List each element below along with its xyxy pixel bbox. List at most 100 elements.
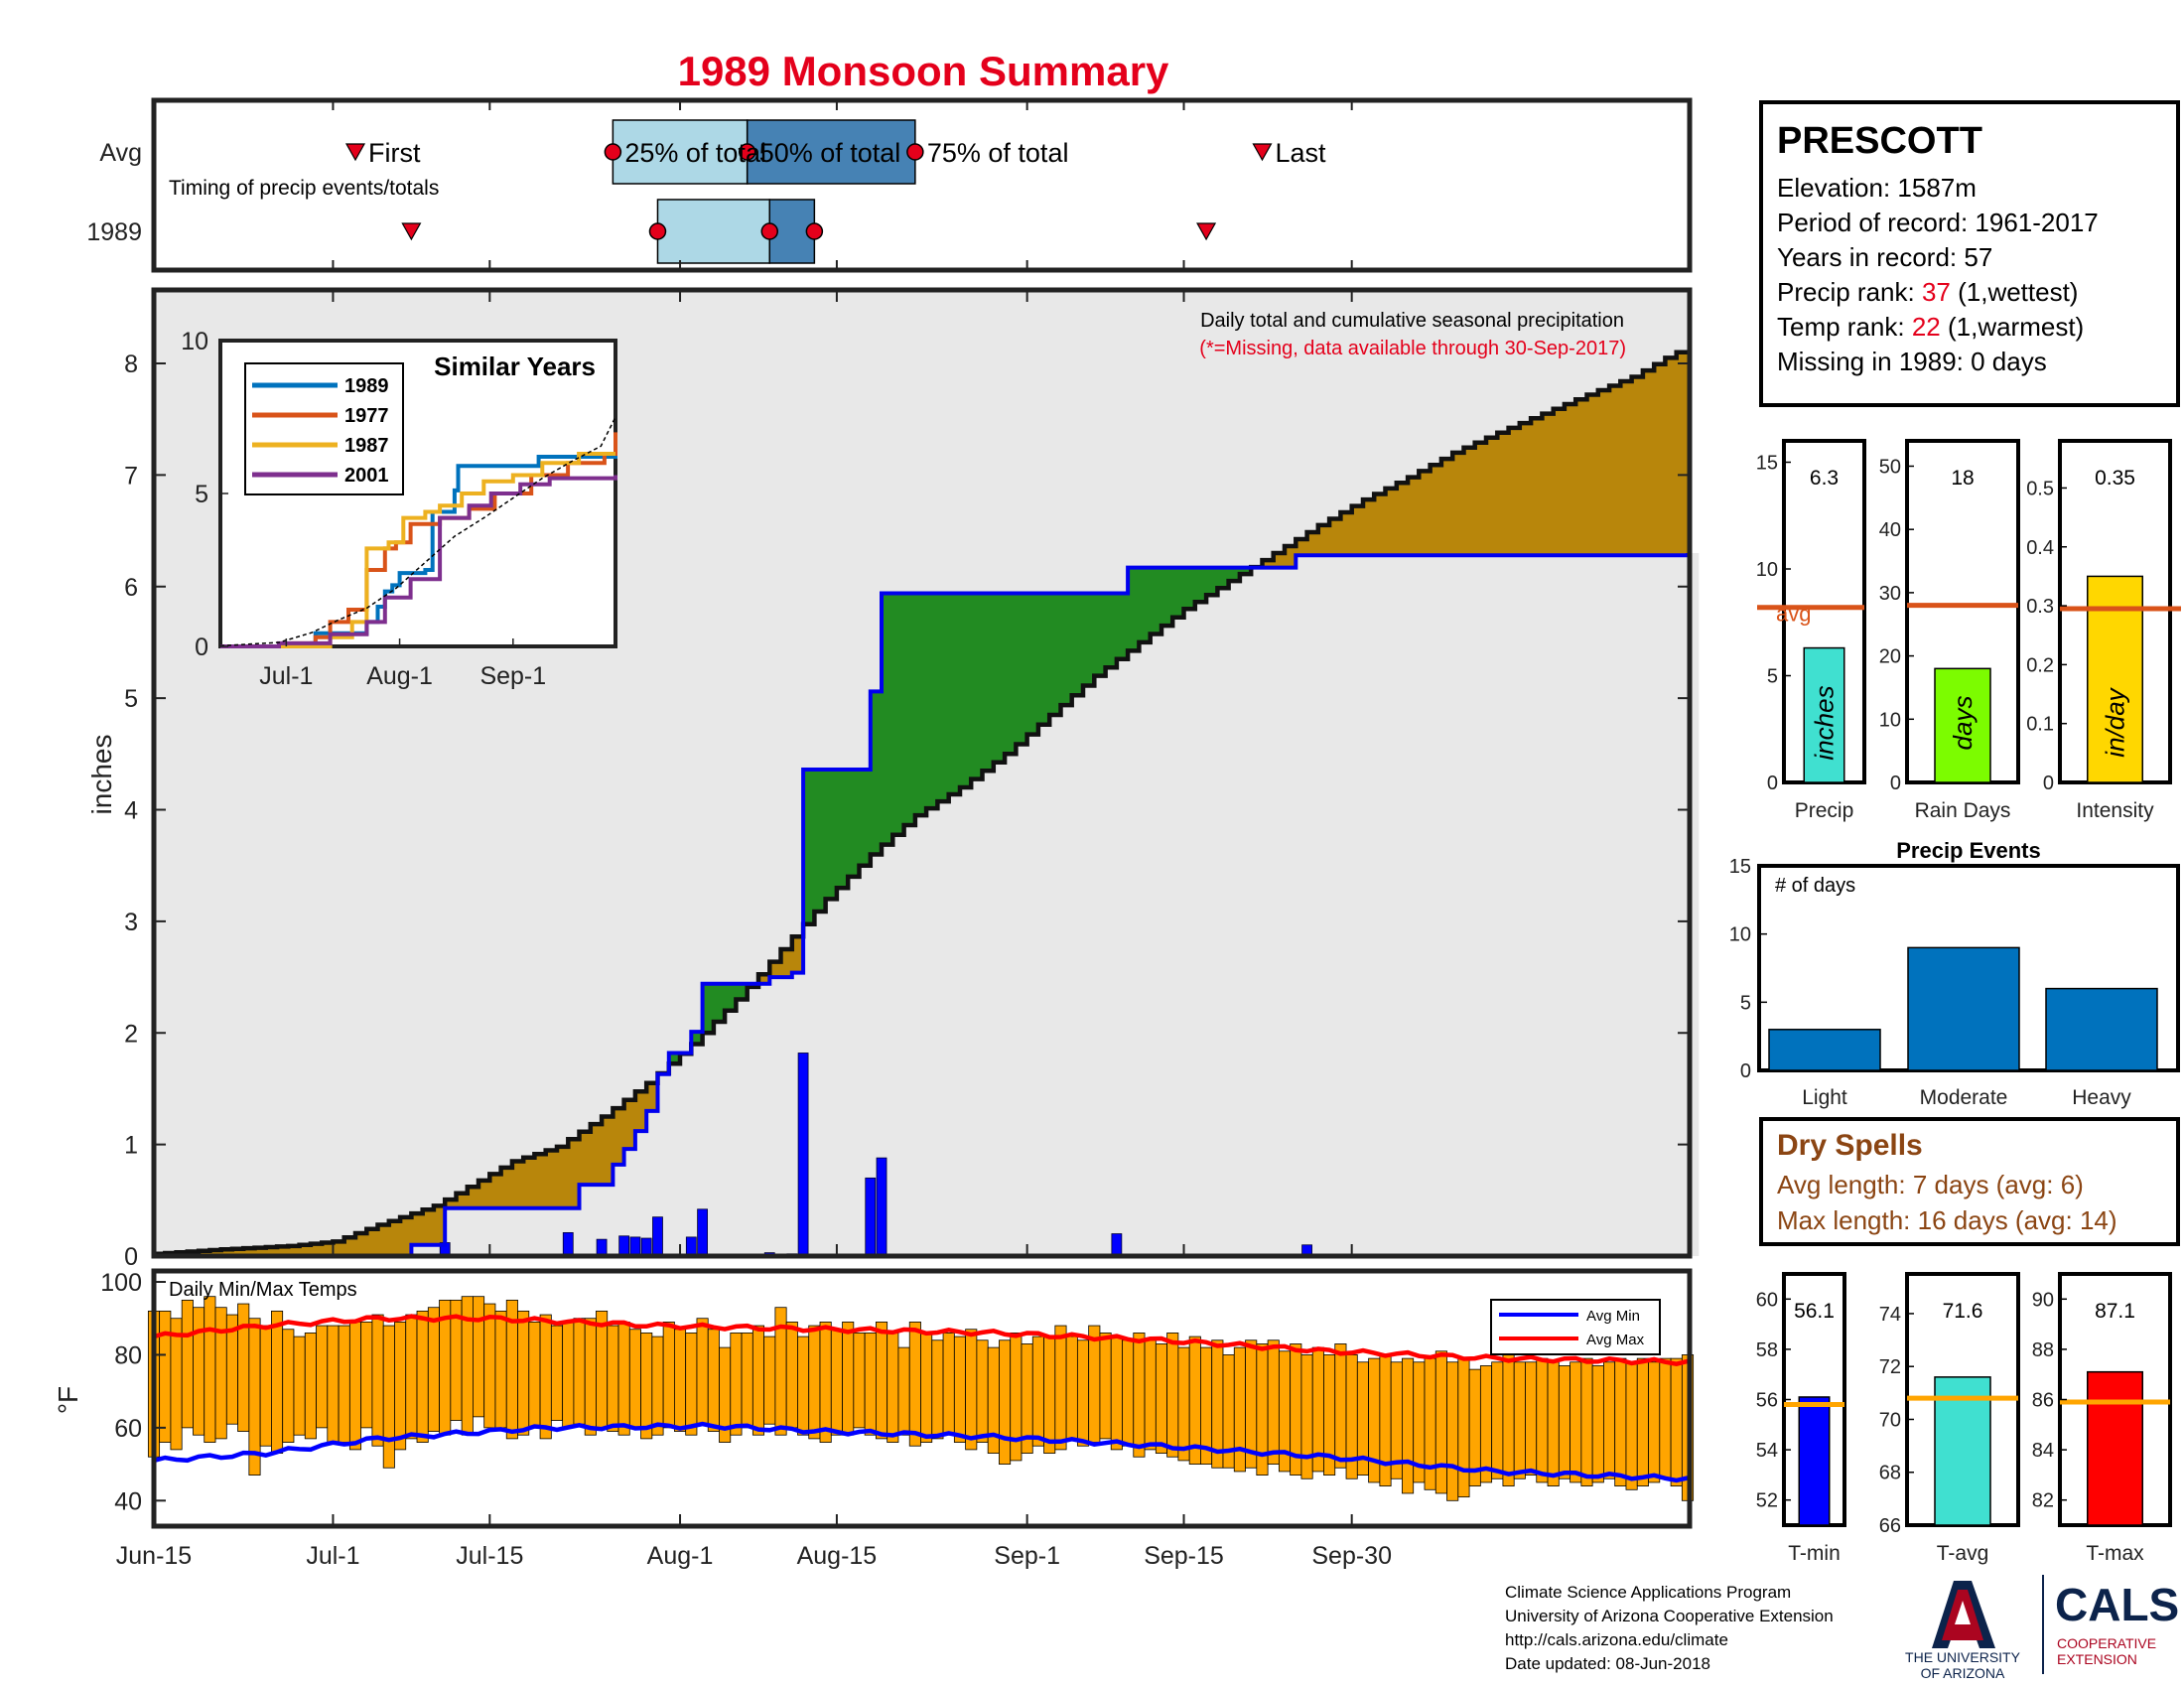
precip-ytick-label: 8: [124, 351, 138, 378]
timing-first-last-marker: [1252, 143, 1273, 162]
daily-temp-bar: [976, 1339, 989, 1443]
daily-temp-bar: [1625, 1361, 1638, 1490]
period-of-record: Period of record: 1961-2017: [1777, 208, 2099, 237]
daily-temp-bar: [607, 1325, 619, 1432]
ua-logo: THE UNIVERSITY OF ARIZONA: [1905, 1581, 2021, 1681]
raindays_stat-value-label: 18: [1951, 467, 1974, 490]
daily-temp-bar: [584, 1318, 597, 1436]
events-bar: [1907, 946, 2020, 1071]
daily-temp-bar: [405, 1314, 418, 1440]
timing-q25-box: [656, 199, 771, 264]
daily-temp-bar: [573, 1318, 586, 1425]
tmin_stat-ytick-label: 58: [1756, 1339, 1778, 1361]
daily-temp-bar: [662, 1322, 675, 1429]
daily-temp-bar: [1267, 1339, 1280, 1465]
precip-ylabel: inches: [86, 735, 117, 815]
events-bar: [1768, 1029, 1881, 1071]
temps-ytick-label: 60: [114, 1415, 142, 1443]
temps-xtick-label: Aug-15: [797, 1542, 878, 1570]
daily-temp-bar: [999, 1339, 1012, 1465]
daily-precip-bar: [876, 1157, 887, 1257]
timing-quantile-marker: [805, 222, 824, 240]
precip-ytick-label: 6: [124, 574, 138, 602]
temp-rank-value: 22: [1911, 312, 1941, 342]
inset-xtick-label: Jul-1: [259, 662, 313, 690]
daily-temp-bar: [1133, 1333, 1146, 1458]
inset-legend-label: 1987: [344, 435, 389, 457]
precip_stat-ytick-label: 5: [1767, 666, 1778, 688]
cals-logo: CALS COOPERATIVE EXTENSION: [2055, 1579, 2179, 1667]
daily-temp-bar: [338, 1325, 350, 1443]
daily-temp-bar: [1491, 1361, 1504, 1479]
daily-temp-bar: [483, 1303, 496, 1429]
daily-temp-bar: [371, 1314, 384, 1447]
daily-temp-bar: [707, 1329, 720, 1432]
daily-temp-bar: [673, 1329, 687, 1432]
daily-temp-bar: [1434, 1350, 1447, 1494]
avg-max-line: [153, 1314, 1689, 1366]
daily-temp-bar: [1379, 1354, 1392, 1487]
daily-temp-bar: [204, 1296, 216, 1443]
daily-temp-bar: [528, 1322, 541, 1429]
daily-temp-bar: [1570, 1361, 1582, 1483]
temp-rank: Temp rank: 22 (1,warmest): [1777, 310, 2162, 345]
daily-temp-bar: [1166, 1333, 1179, 1458]
dry-spells-heading: Dry Spells: [1777, 1129, 1923, 1162]
missing-days: Missing in 1989: 0 days: [1777, 347, 2047, 376]
daily-temp-bar: [1110, 1336, 1123, 1451]
daily-temp-bar: [1446, 1361, 1459, 1501]
daily-temp-bar: [965, 1329, 978, 1451]
temps-ytick-label: 100: [100, 1269, 142, 1297]
inset-ytick-label: 5: [195, 481, 208, 508]
temps-title: Daily Min/Max Temps: [169, 1279, 357, 1301]
daily-temp-bar: [617, 1322, 630, 1436]
elevation: Elevation: 1587m: [1777, 173, 1977, 203]
precip-rank-value: 37: [1921, 277, 1951, 307]
timing-label-last: Last: [1275, 138, 1326, 168]
raindays_stat-ytick-label: 0: [1890, 773, 1901, 794]
logos: THE UNIVERSITY OF ARIZONA CALS COOPERATI…: [1905, 1575, 2179, 1681]
daily-precip-bar: [618, 1235, 630, 1257]
temps-legend-label: Avg Min: [1586, 1308, 1640, 1325]
daily-temp-bar: [416, 1310, 429, 1443]
intensity_stat-xlabel: Intensity: [2076, 799, 2154, 822]
station-name: PRESCOTT: [1777, 120, 1982, 162]
dry-spells-avg-length: Avg length: 7 days (avg: 6): [1777, 1170, 2084, 1199]
daily-temp-bar: [517, 1310, 530, 1436]
tmax_stat-bar: [2087, 1370, 2143, 1526]
daily-temp-bar: [1659, 1357, 1672, 1479]
daily-temp-bar: [763, 1336, 776, 1425]
precip-chart: 0 1 2 3 4 5 6 7 8 inches Daily total and cumulativ…: [86, 287, 1700, 1271]
precip-ytick-label: 5: [124, 685, 138, 713]
inset-xtick-label: Sep-1: [479, 662, 546, 690]
daily-temp-bar: [685, 1333, 698, 1436]
precip_stat-unit-label: inches: [1810, 685, 1840, 760]
intensity_stat-ytick-label: 0: [2043, 773, 2054, 794]
tmin_stat-value-label: 56.1: [1794, 1300, 1835, 1323]
daily-temp-bar: [327, 1325, 340, 1443]
daily-temp-bar: [316, 1325, 329, 1429]
daily-temp-bar: [931, 1339, 944, 1440]
tavg_stat-bar: [1934, 1376, 1991, 1526]
raindays_stat-unit-label: days: [1948, 696, 1978, 751]
raindays_stat-ytick-label: 10: [1879, 709, 1901, 731]
inset-ytick-label: 10: [181, 328, 208, 355]
tmax_stat-ytick-label: 88: [2032, 1339, 2054, 1361]
summary-stat-charts: 0 5 10 15 6.3 inches Precip avg 0 10 20 30 40 50 18 day…: [1756, 439, 2181, 1565]
timing-label-first: First: [368, 138, 421, 168]
temp-rank-note: (1,warmest): [1940, 312, 2085, 342]
daily-temp-bar: [785, 1322, 798, 1429]
temps-ylabel: °F: [53, 1386, 83, 1414]
daily-temp-bar: [875, 1322, 888, 1440]
credits: Climate Science Applications Program Uni…: [1505, 1581, 1834, 1676]
daily-precip-bar: [652, 1216, 663, 1257]
daily-temp-bar: [1502, 1354, 1515, 1487]
daily-temp-bar: [1614, 1357, 1627, 1487]
raindays_stat-bar: [1934, 667, 1991, 783]
raindays_stat-ytick-label: 50: [1879, 456, 1901, 478]
daily-precip-bar: [865, 1177, 877, 1257]
temps-xtick-label: Aug-1: [647, 1542, 714, 1570]
intensity_stat-ytick-label: 0.1: [2026, 714, 2054, 736]
